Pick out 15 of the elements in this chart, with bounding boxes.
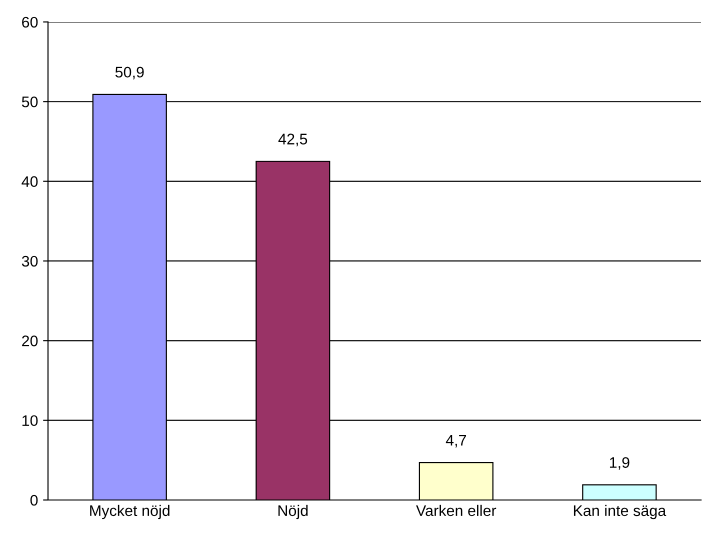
x-tick-label: Varken eller	[416, 504, 496, 516]
data-label: 42,5	[278, 134, 308, 146]
y-tick-label: 50	[22, 96, 38, 108]
y-tick-label: 60	[22, 16, 38, 28]
data-label: 50,9	[115, 66, 144, 80]
data-label: 4,7	[446, 434, 466, 448]
x-tick-label: Nöjd	[278, 504, 308, 520]
y-tick-label: 40	[22, 176, 38, 187]
x-tick-label: Mycket nöjd	[90, 504, 170, 520]
y-tick-label: 10	[22, 415, 38, 426]
y-tick-label: 30	[22, 256, 38, 267]
x-tick-label: Kan inte säga	[574, 504, 666, 520]
y-tick-label: 20	[22, 336, 38, 346]
data-label: 1,9	[610, 457, 630, 470]
y-tick-label: 0	[30, 494, 38, 506]
